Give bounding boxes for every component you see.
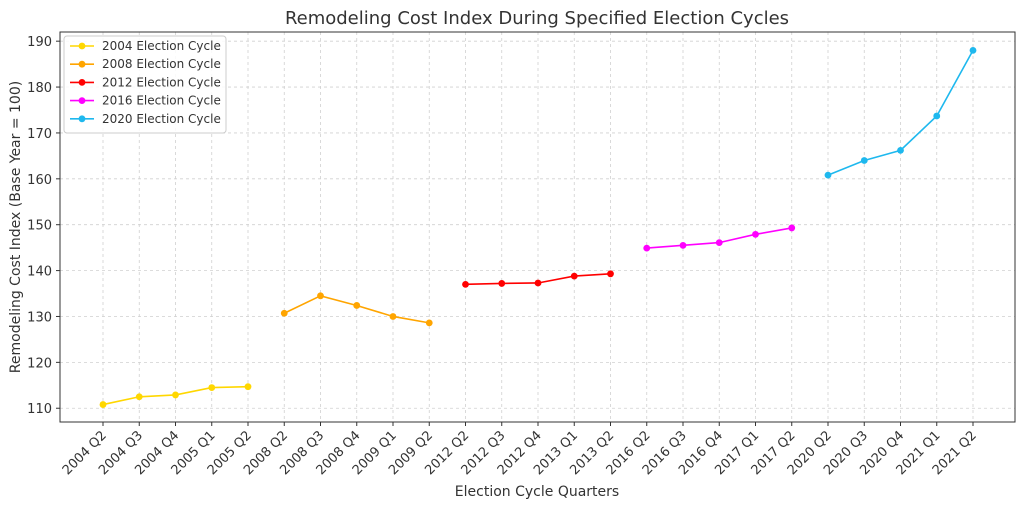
data-point	[389, 313, 397, 320]
legend-item: 2008 Election Cycle	[70, 57, 221, 71]
y-tick-label: 180	[27, 81, 52, 96]
data-point	[824, 171, 832, 179]
data-point	[172, 391, 179, 399]
data-point	[643, 244, 651, 252]
series-3	[462, 270, 614, 288]
y-tick-label: 160	[27, 173, 52, 188]
data-point	[498, 280, 506, 287]
y-tick-label: 120	[27, 356, 52, 371]
data-point	[715, 239, 723, 247]
chart-title: Remodeling Cost Index During Specified E…	[285, 8, 789, 29]
legend-marker	[78, 79, 86, 86]
legend-box	[63, 35, 227, 134]
data-point	[99, 401, 107, 408]
series-layer	[99, 46, 977, 408]
data-point	[860, 157, 868, 164]
y-axis-ticks: 110 120 130 140 150 160 170 180 190	[27, 35, 60, 417]
y-axis-label: Remodeling Cost Index (Base Year = 100)	[8, 81, 24, 373]
legend-item: 2016 Election Cycle	[70, 94, 221, 108]
legend-item: 2004 Election Cycle	[70, 39, 221, 53]
data-point	[679, 241, 687, 249]
y-tick-label: 110	[27, 402, 52, 417]
legend-label: 2004 Election Cycle	[102, 39, 221, 53]
y-tick-label: 140	[27, 265, 52, 280]
legend-label: 2016 Election Cycle	[102, 94, 221, 108]
data-point	[534, 279, 542, 287]
legend-marker	[78, 42, 86, 50]
data-point	[752, 230, 759, 238]
y-tick-label: 150	[27, 219, 52, 234]
data-point	[570, 272, 578, 280]
data-point	[353, 302, 361, 309]
y-tick-label: 190	[27, 35, 52, 50]
x-axis-label: Election Cycle Quarters	[455, 484, 619, 500]
data-point	[425, 319, 433, 327]
y-tick-label: 170	[27, 127, 52, 142]
data-point	[969, 46, 977, 54]
legend-marker	[78, 115, 86, 123]
data-point	[208, 384, 216, 391]
legend-label: 2020 Election Cycle	[102, 112, 221, 126]
data-point	[607, 270, 614, 278]
legend-item: 2012 Election Cycle	[70, 75, 221, 89]
series-5	[824, 46, 977, 179]
series-4	[643, 224, 796, 252]
data-point	[280, 309, 288, 317]
series-2	[280, 292, 433, 327]
data-point	[244, 383, 252, 391]
data-point	[933, 112, 941, 120]
legend-label: 2012 Election Cycle	[102, 75, 221, 89]
legend-item: 2020 Election Cycle	[70, 112, 221, 126]
data-point	[897, 146, 904, 154]
data-point	[788, 224, 796, 232]
legend-marker	[78, 60, 86, 68]
legend-label: 2008 Election Cycle	[102, 57, 221, 71]
data-point	[317, 292, 324, 300]
data-point	[462, 280, 469, 288]
y-tick-label: 130	[27, 310, 52, 325]
series-1	[99, 383, 252, 408]
legend-marker	[78, 97, 86, 104]
data-point	[135, 393, 143, 401]
legend: 2004 Election Cycle 2008 Election Cycle 20…	[63, 35, 227, 134]
